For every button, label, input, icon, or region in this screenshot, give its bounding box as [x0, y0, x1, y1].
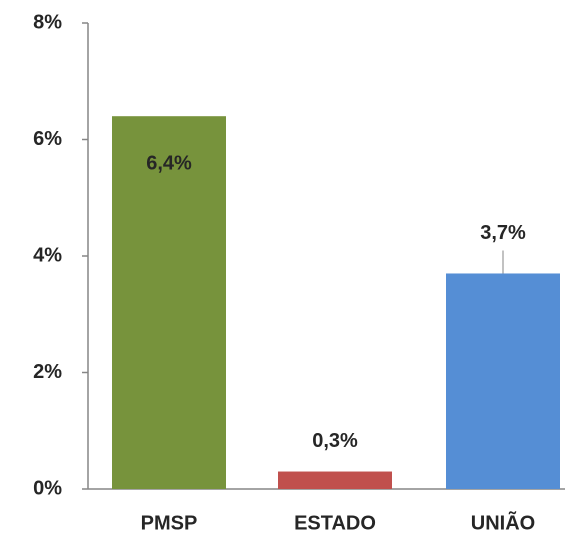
y-tick-label: 8% [33, 11, 62, 33]
bar [278, 471, 392, 489]
x-tick-label: PMSP [141, 512, 198, 534]
y-tick-label: 0% [33, 477, 62, 499]
y-tick-label: 4% [33, 244, 62, 266]
x-tick-label: UNIÃO [471, 511, 535, 534]
value-label: 0,3% [312, 430, 358, 452]
y-tick-label: 6% [33, 128, 62, 150]
x-tick-label: ESTADO [294, 512, 376, 534]
bar [112, 116, 226, 489]
bar [446, 273, 560, 489]
value-label: 6,4% [146, 152, 192, 174]
value-label: 3,7% [480, 222, 526, 244]
y-tick-label: 2% [33, 361, 62, 383]
